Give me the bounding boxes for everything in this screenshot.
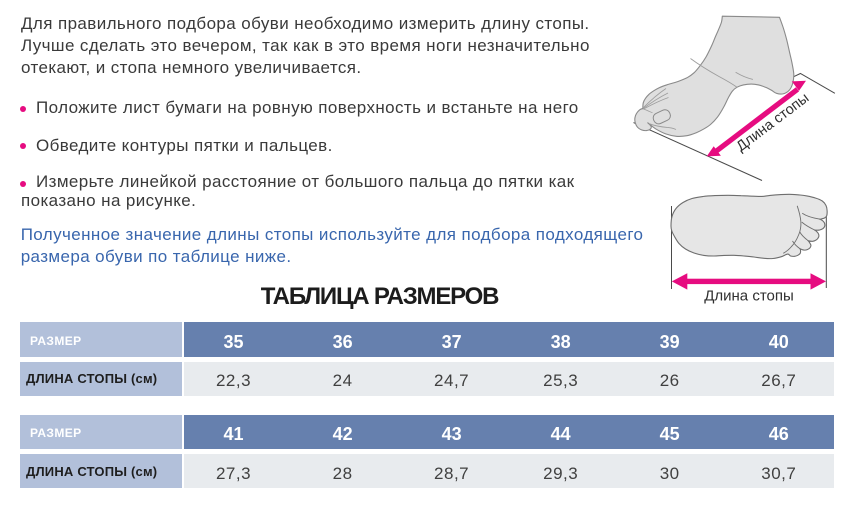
- svg-text:Длина стопы: Длина стопы: [704, 288, 794, 305]
- svg-text:Длина стопы: Длина стопы: [734, 90, 813, 155]
